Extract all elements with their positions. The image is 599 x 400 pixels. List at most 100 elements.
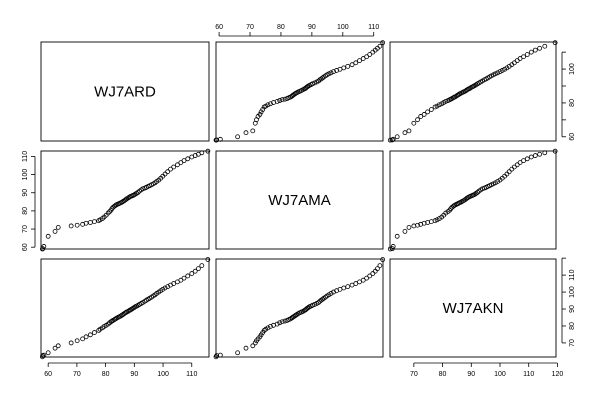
data-point <box>74 222 80 228</box>
tick-label: 90 <box>130 371 138 378</box>
tick-label: 90 <box>569 305 576 313</box>
panel-frame <box>215 41 384 142</box>
data-point <box>345 63 351 69</box>
panel-frame <box>389 150 557 250</box>
data-point <box>185 273 191 279</box>
data-point <box>360 277 366 283</box>
axis-left-1: 60 70 80 90 100 110 <box>22 151 36 251</box>
data-point <box>192 268 198 274</box>
tick-label: 110 <box>368 24 379 31</box>
tick-label: 70 <box>569 339 576 347</box>
tick-label: 110 <box>22 151 29 162</box>
data-point <box>415 117 420 123</box>
tick-label: 90 <box>22 189 29 197</box>
tick-label: 60 <box>569 133 576 141</box>
data-point <box>532 153 538 158</box>
data-point <box>109 206 115 211</box>
data-point <box>528 49 534 55</box>
data-point <box>506 169 512 175</box>
data-point <box>509 166 515 172</box>
data-point <box>96 327 102 333</box>
data-point <box>421 112 427 117</box>
data-point <box>364 54 370 60</box>
data-point <box>83 220 89 226</box>
data-point <box>524 156 530 162</box>
panel-frame <box>40 150 210 250</box>
tick-label: 90 <box>467 371 475 378</box>
data-point <box>521 158 526 164</box>
data-point <box>92 330 97 335</box>
tick-label: 80 <box>22 207 29 215</box>
data-point <box>528 154 534 160</box>
data-point <box>537 45 543 51</box>
data-point <box>185 156 191 162</box>
data-point <box>421 220 427 226</box>
data-point <box>135 189 141 195</box>
data-point <box>406 224 412 230</box>
data-point <box>367 273 373 279</box>
data-point <box>428 107 434 112</box>
data-point <box>406 128 412 134</box>
variable-label: WJ7AKN <box>443 300 504 317</box>
data-point <box>402 228 408 234</box>
data-point <box>87 332 93 338</box>
data-point <box>542 150 548 156</box>
data-point <box>258 109 264 115</box>
data-point <box>537 151 543 157</box>
data-point <box>243 130 249 136</box>
data-point <box>235 134 241 140</box>
panel-1-1: WJ7AMA <box>215 150 384 250</box>
tick-label: 100 <box>569 63 576 75</box>
data-point <box>217 136 223 142</box>
data-point <box>205 148 211 154</box>
data-point <box>277 98 283 103</box>
data-point <box>162 285 168 291</box>
tick-label: 100 <box>157 371 169 378</box>
data-point <box>274 99 280 104</box>
tick-label: 120 <box>552 371 564 378</box>
data-point <box>131 305 137 311</box>
data-point <box>171 281 177 286</box>
data-point <box>195 266 201 272</box>
axis-top-1: 60 70 80 90 100 110 <box>215 24 379 37</box>
data-point <box>492 180 498 186</box>
data-point <box>375 266 380 272</box>
data-point <box>41 352 47 358</box>
tick-label: 70 <box>410 371 418 378</box>
data-point <box>377 43 383 49</box>
data-point <box>532 47 538 53</box>
data-point <box>87 220 93 225</box>
tick-label: 90 <box>308 24 316 31</box>
data-point <box>370 271 376 276</box>
data-point <box>499 68 505 73</box>
data-point <box>467 85 473 91</box>
data-point <box>105 210 111 216</box>
data-point <box>436 102 442 108</box>
variable-label: WJ7AMA <box>268 192 331 209</box>
panel-1-0 <box>40 148 211 252</box>
data-point <box>257 112 263 117</box>
data-point <box>380 40 386 46</box>
data-point <box>390 244 396 249</box>
data-point <box>235 350 241 356</box>
axis-right-2: 70 80 90 100 110 <box>561 257 576 347</box>
data-point <box>107 209 113 215</box>
data-point <box>372 268 378 274</box>
data-point <box>328 70 334 76</box>
data-point <box>126 308 132 314</box>
data-point <box>113 316 119 322</box>
data-point <box>353 60 359 66</box>
data-point <box>165 169 171 175</box>
data-point <box>402 130 408 136</box>
tick-label: 70 <box>246 24 254 31</box>
data-point <box>310 81 315 87</box>
data-point <box>380 257 386 262</box>
data-point <box>418 114 424 119</box>
data-point <box>425 109 431 115</box>
data-point <box>552 40 558 46</box>
data-point <box>68 223 74 229</box>
data-point <box>367 52 373 57</box>
tick-label: 100 <box>337 24 349 31</box>
tick-label: 110 <box>523 371 534 378</box>
data-point <box>411 223 417 229</box>
